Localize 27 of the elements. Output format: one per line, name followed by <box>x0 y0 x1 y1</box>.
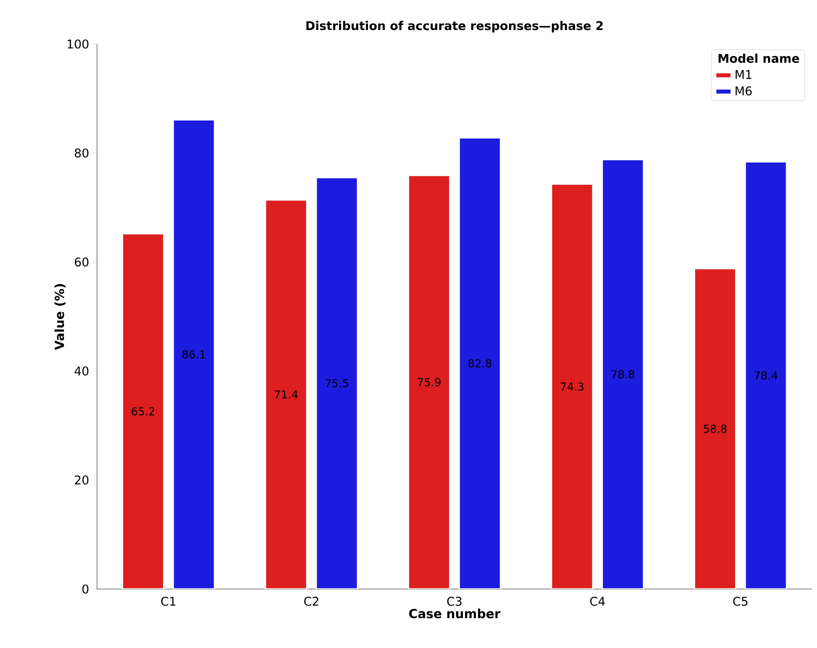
x-tick-label: C2 <box>304 596 318 606</box>
data-label: 65.2 <box>132 407 154 416</box>
data-label: 58.8 <box>704 424 727 433</box>
y-tick-label: 60 <box>74 257 88 267</box>
chart-title: Distribution of accurate responses—phase 2 <box>306 20 603 32</box>
data-label: 78.4 <box>754 371 778 380</box>
y-axis-title: Value (%) <box>54 284 66 350</box>
y-tick-label: 40 <box>74 366 88 376</box>
data-label: 82.8 <box>468 359 492 368</box>
x-tick-label: C1 <box>161 596 176 606</box>
data-label: 75.9 <box>418 378 441 386</box>
y-tick-label: 100 <box>68 39 88 49</box>
data-label: 74.3 <box>560 382 584 391</box>
y-tick-label: 20 <box>74 475 88 485</box>
data-label: 86.1 <box>182 350 206 359</box>
y-tick-label: 80 <box>74 148 88 158</box>
y-tick-label: 0 <box>82 584 88 594</box>
data-label: 75.5 <box>326 379 348 388</box>
x-tick-label: C5 <box>733 596 748 606</box>
x-tick-label: C4 <box>590 596 605 606</box>
data-label: 78.8 <box>612 370 634 378</box>
legend-title: Model name <box>718 54 800 63</box>
legend-label: M1 <box>736 70 752 79</box>
legend-label: M6 <box>736 86 752 96</box>
x-axis-title: Case number <box>409 608 500 618</box>
x-tick-label: C3 <box>447 596 462 606</box>
data-label: 71.4 <box>274 390 298 398</box>
